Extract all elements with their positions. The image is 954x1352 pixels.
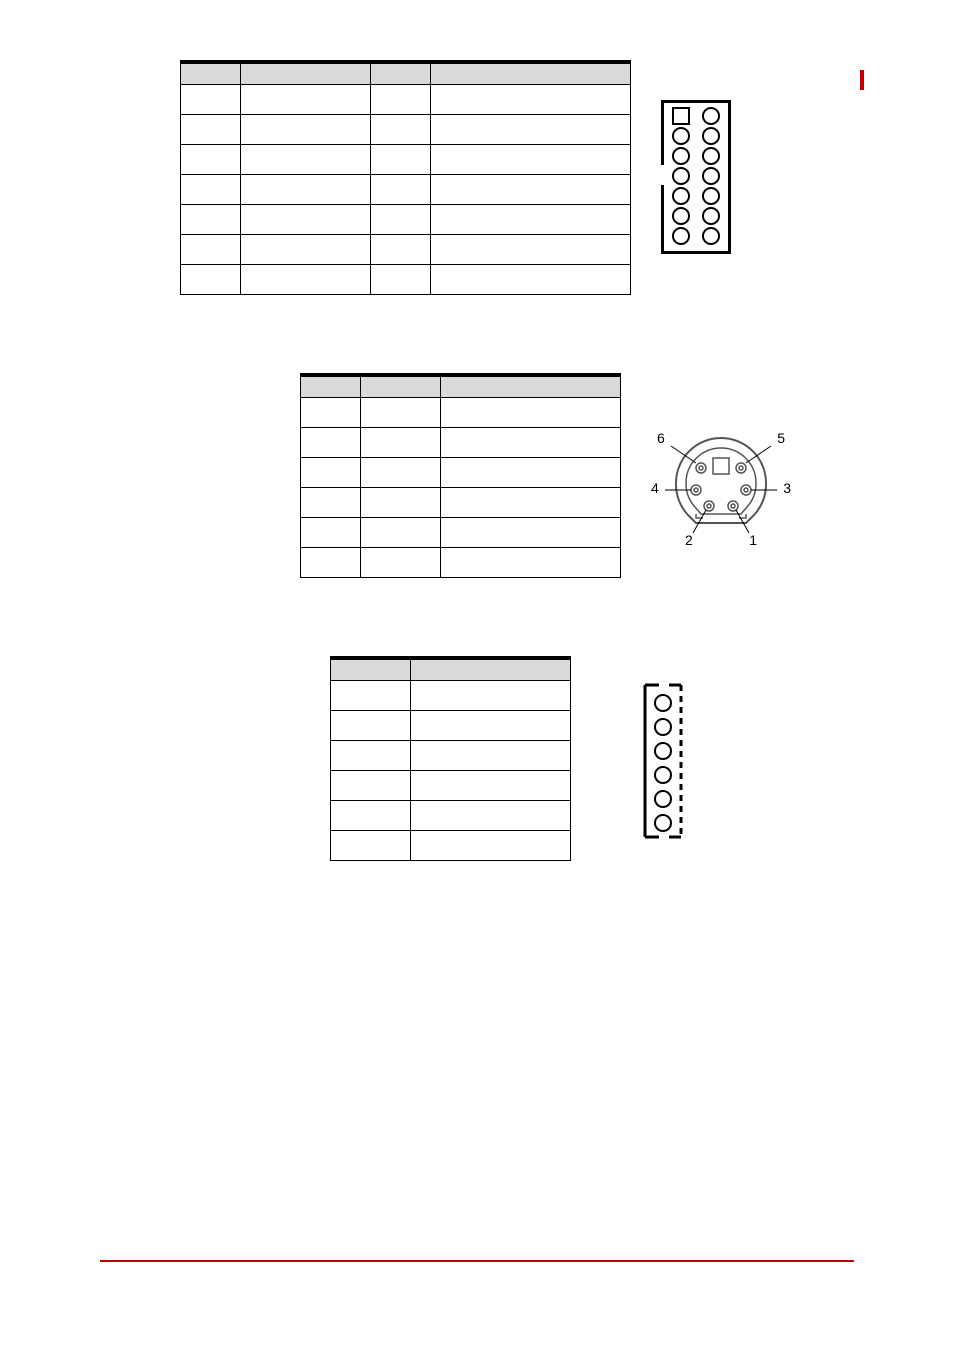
- th: [431, 62, 631, 85]
- pin-icon: [702, 107, 720, 125]
- table-row: [301, 548, 621, 578]
- th: [441, 375, 621, 398]
- table-header-row: [181, 62, 631, 85]
- table-row: [301, 428, 621, 458]
- table-row: [181, 145, 631, 175]
- pin-icon: [702, 187, 720, 205]
- th: [411, 658, 571, 681]
- section-6pin: [330, 656, 854, 869]
- table-6pin: [330, 656, 571, 861]
- pin-label-2: 2: [685, 532, 693, 548]
- section-minidin: 6 5 4 3 2 1: [300, 373, 854, 586]
- table-row: [331, 801, 571, 831]
- footer-accent-line: [100, 1260, 854, 1262]
- diagram-minidin: 6 5 4 3 2 1: [651, 428, 791, 548]
- diagram-14pin-header: [661, 100, 731, 254]
- table-row: [301, 398, 621, 428]
- table-header-row: [331, 658, 571, 681]
- pin-icon: [702, 207, 720, 225]
- table-row: [331, 831, 571, 861]
- page: 6 5 4 3 2 1: [0, 0, 954, 1352]
- header6-icon: [641, 681, 685, 841]
- section-14pin: [180, 60, 854, 303]
- pin-icon: [672, 147, 690, 165]
- table-row: [301, 518, 621, 548]
- pin-icon: [702, 167, 720, 185]
- minidin-icon: [651, 428, 791, 548]
- th: [371, 62, 431, 85]
- th: [331, 658, 411, 681]
- pin-label-3: 3: [783, 480, 791, 496]
- table-row: [181, 235, 631, 265]
- pin-icon: [672, 207, 690, 225]
- table-row: [301, 488, 621, 518]
- table-row: [331, 771, 571, 801]
- table-row: [331, 711, 571, 741]
- pin-1-icon: [672, 107, 690, 125]
- th: [181, 62, 241, 85]
- table-row: [181, 205, 631, 235]
- table-header-row: [301, 375, 621, 398]
- th: [241, 62, 371, 85]
- table-row: [181, 85, 631, 115]
- table-row: [181, 115, 631, 145]
- pin-icon: [672, 227, 690, 245]
- pin-label-5: 5: [777, 430, 785, 446]
- top-accent-mark: [860, 70, 864, 90]
- pin-icon: [702, 147, 720, 165]
- pin-icon: [672, 187, 690, 205]
- table-row: [181, 265, 631, 295]
- table-row: [181, 175, 631, 205]
- pin-icon: [672, 167, 690, 185]
- th: [361, 375, 441, 398]
- pin-icon: [702, 127, 720, 145]
- table-row: [331, 681, 571, 711]
- pin-icon: [702, 227, 720, 245]
- table-row: [331, 741, 571, 771]
- pin-label-6: 6: [657, 430, 665, 446]
- pin-label-4: 4: [651, 480, 659, 496]
- table-14pin: [180, 60, 631, 295]
- pin-icon: [672, 127, 690, 145]
- table-minidin: [300, 373, 621, 578]
- pin-label-1: 1: [749, 532, 757, 548]
- diagram-6pin-header: [641, 681, 685, 846]
- table-row: [301, 458, 621, 488]
- th: [301, 375, 361, 398]
